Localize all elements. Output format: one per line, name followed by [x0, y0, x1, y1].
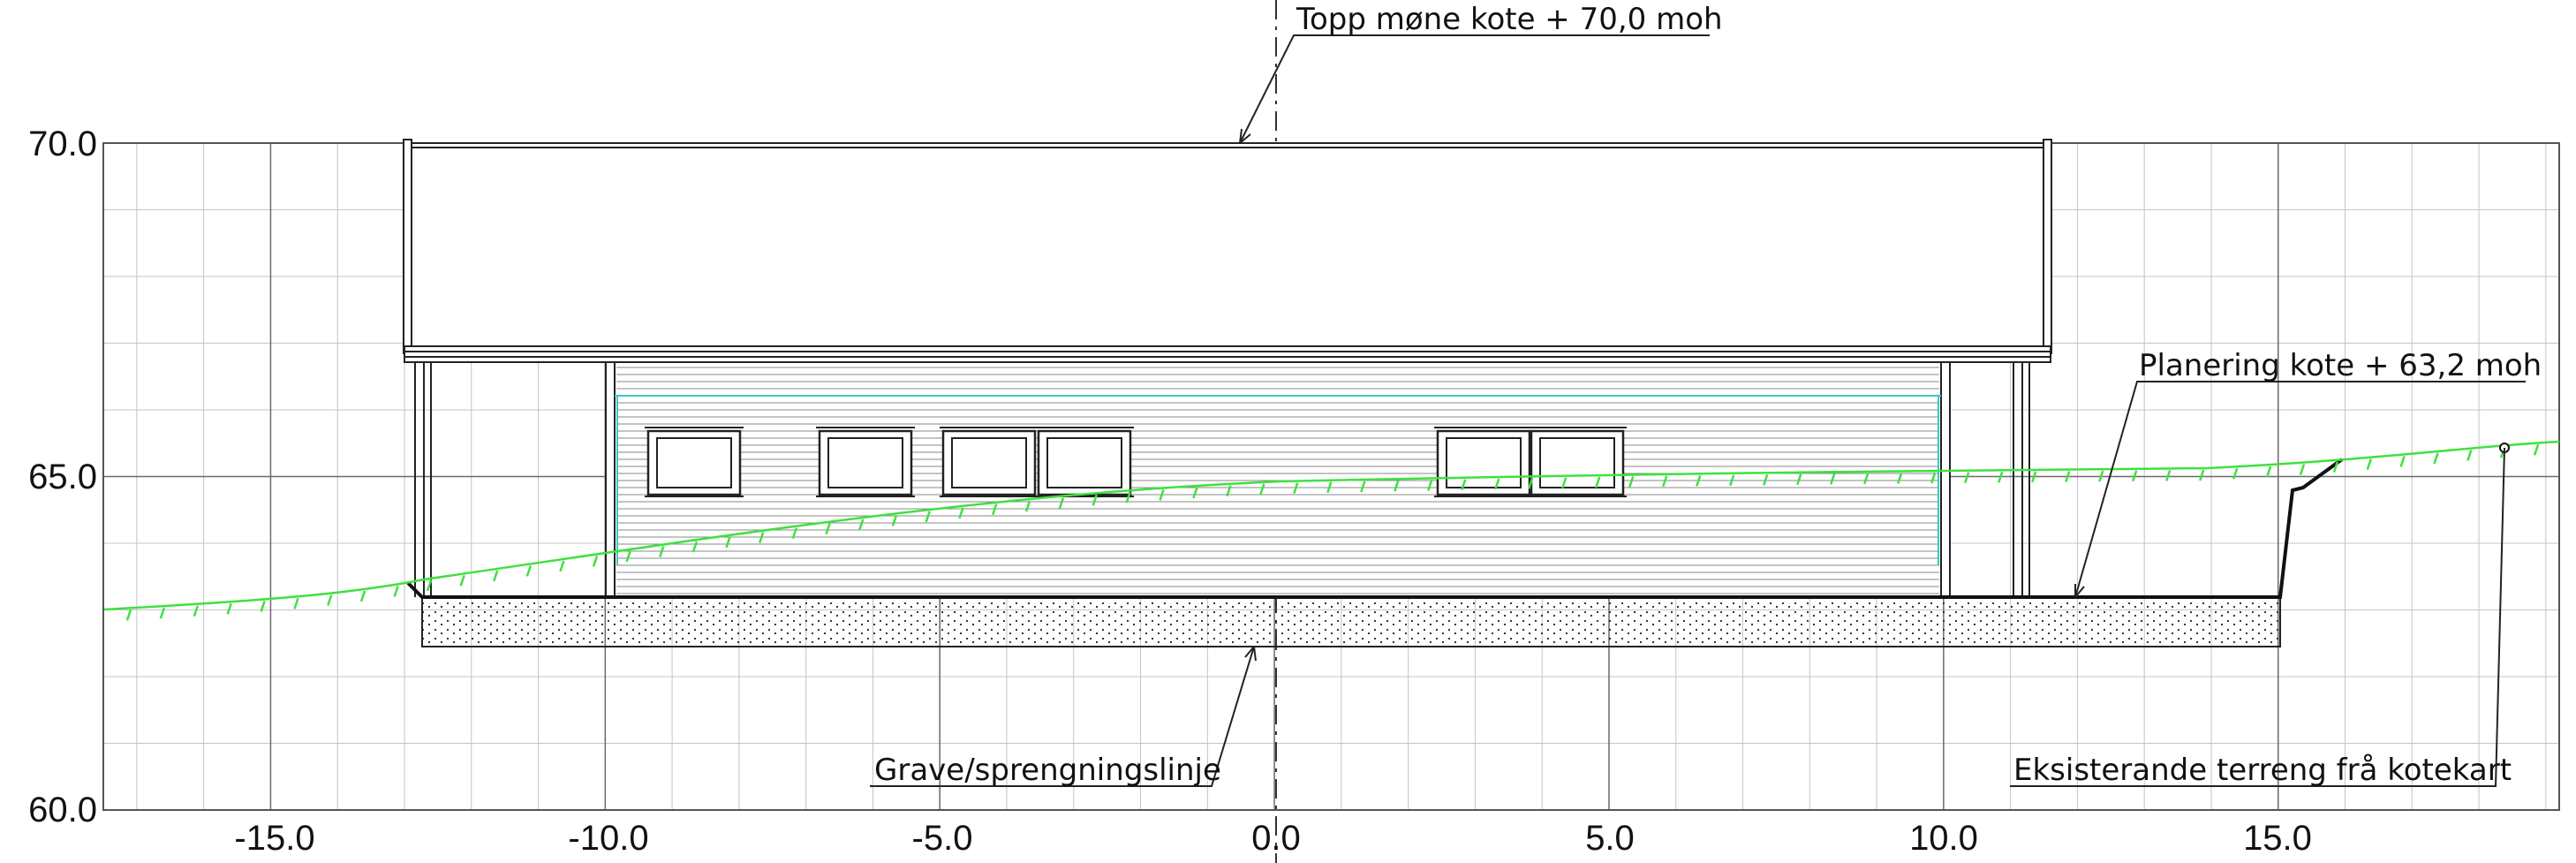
window: [1438, 431, 1530, 495]
eave: [404, 346, 2051, 362]
y-tick-label: 65.0: [28, 458, 97, 496]
terrain-hatch-mark: [361, 591, 365, 602]
terrain-hatch-mark: [395, 586, 398, 596]
terrain-hatch-mark: [593, 556, 597, 566]
window: [648, 431, 740, 495]
terrain-hatch-mark: [1998, 472, 2002, 482]
terrain-hatch-mark: [2467, 450, 2471, 461]
building: [404, 140, 2051, 597]
roof: [406, 143, 2049, 348]
gravel-fill: [422, 597, 2280, 647]
terrain-hatch-mark: [2267, 466, 2270, 477]
terrain-hatch-mark: [2233, 468, 2237, 479]
terrain-hatch-mark: [127, 609, 131, 620]
terrain-hatch-mark: [228, 603, 231, 614]
terrain-hatch-mark: [161, 608, 164, 618]
existing-terrain-annotation: Eksisterande terreng frå kotekart: [2013, 753, 2512, 788]
terrain-hatch-mark: [2401, 456, 2405, 466]
window: [1531, 431, 1623, 495]
terrain-hatch-mark: [194, 606, 198, 617]
terrain-hatch-mark: [2166, 470, 2170, 481]
terrain-hatch-mark: [560, 561, 563, 572]
planering-annotation: Planering kote + 63,2 moh: [2139, 348, 2542, 383]
terrain-hatch-mark: [494, 571, 497, 581]
terrain-hatch-mark: [527, 565, 531, 576]
x-tick-label: 0.0: [1251, 819, 1301, 858]
terrain-hatch-mark: [2368, 459, 2371, 470]
excavation-annotation: Grave/sprengningslinje: [874, 753, 1221, 788]
window: [1039, 431, 1130, 495]
x-tick-label: 10.0: [1909, 819, 1978, 858]
terrain-hatch-mark: [2534, 444, 2538, 455]
terrain-hatch-mark: [1965, 473, 1968, 483]
y-tick-label: 60.0: [28, 791, 97, 829]
terrain-hatch-mark: [328, 594, 331, 605]
terrain-hatch-mark: [2300, 464, 2304, 474]
window: [943, 431, 1035, 495]
wall: [615, 362, 1941, 597]
y-tick-label: 70.0: [28, 125, 97, 163]
terrain-hatch-mark: [2200, 470, 2203, 481]
x-tick-label: -15.0: [234, 819, 314, 858]
terrain-hatch-mark: [294, 598, 298, 609]
x-tick-label: 5.0: [1585, 819, 1635, 858]
x-tick-label: 15.0: [2243, 819, 2312, 858]
terrain-hatch-mark: [461, 575, 465, 586]
x-tick-label: -10.0: [568, 819, 648, 858]
x-tick-label: -5.0: [912, 819, 973, 858]
window: [820, 431, 911, 495]
ridge-annotation: Topp møne kote + 70,0 moh: [1296, 2, 1723, 37]
terrain-hatch-mark: [2434, 453, 2437, 464]
